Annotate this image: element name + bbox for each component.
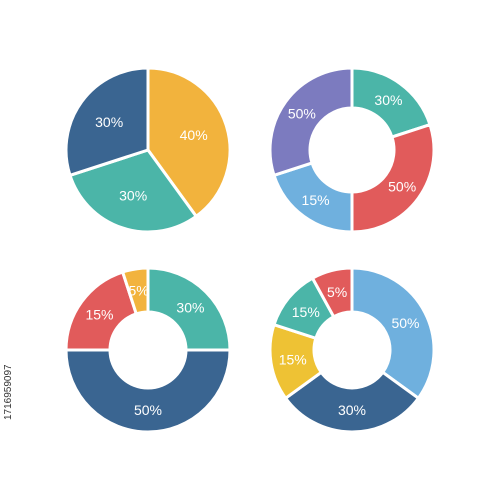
donut-chart-top-right: 30% 50% 15% 50%: [268, 66, 436, 234]
slice-label: 5%: [128, 283, 148, 299]
pie-slice: [146, 66, 232, 219]
slice-label: 50%: [134, 402, 162, 418]
pie-slice: [268, 66, 354, 178]
pie-slice: [146, 266, 232, 352]
slice-label: 15%: [292, 304, 320, 320]
donut-chart-bottom-left: 30% 50% 15% 5%: [64, 266, 232, 434]
slice-label: 50%: [391, 315, 419, 331]
pie-slice: [283, 370, 421, 434]
slice-label: 30%: [95, 114, 123, 130]
pie-chart: 40% 30% 30%: [64, 66, 232, 234]
slice-label: 30%: [338, 402, 366, 418]
pie-slice: [64, 348, 232, 434]
side-code: 1716959097: [3, 364, 14, 420]
slice-label: 30%: [374, 92, 402, 108]
donut-chart-bottom-right: 50% 30% 15% 15% 5%: [268, 266, 436, 434]
pie-slice: [64, 66, 150, 178]
slice-label: 50%: [288, 106, 316, 122]
pie-slice: [310, 266, 354, 319]
pie-slice: [350, 266, 436, 401]
slice-label: 40%: [180, 127, 208, 143]
slice-label: 15%: [302, 192, 330, 208]
slice-label: 15%: [85, 307, 113, 323]
pie-slice: [120, 266, 150, 316]
slice-label: 30%: [119, 188, 147, 204]
slice-label: 15%: [279, 351, 307, 367]
side-code-text-container: 1716959097: [3, 364, 14, 420]
pie-slice: [68, 148, 199, 234]
slice-label: 50%: [388, 178, 416, 194]
pie-slice: [350, 122, 436, 234]
slice-label: 30%: [176, 300, 204, 316]
slice-label: 5%: [327, 284, 347, 300]
